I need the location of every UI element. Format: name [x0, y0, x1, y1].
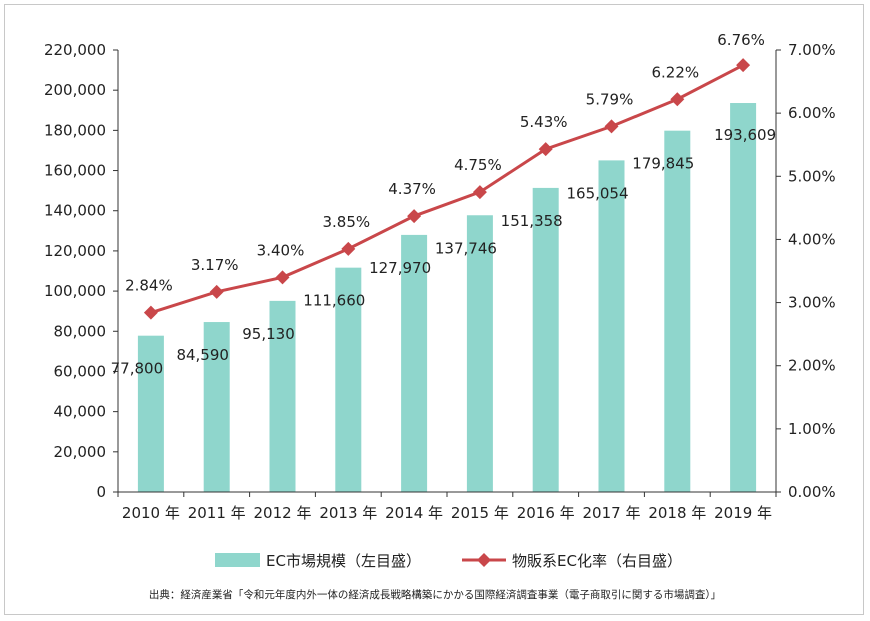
x-tick-label: 2010 年: [122, 504, 180, 522]
bars-group: [137, 103, 757, 493]
bar: [466, 215, 493, 492]
line-marker: [472, 185, 487, 200]
line-data-label: 5.43%: [520, 113, 568, 131]
bar-data-label: 111,660: [303, 292, 365, 310]
legend: EC市場規模（左目盛） 物販系EC化率（右目盛）: [215, 552, 682, 570]
line-marker: [275, 270, 290, 285]
line-marker: [736, 58, 751, 73]
left-tick-label: 20,000: [54, 443, 107, 461]
x-tick-label: 2017 年: [583, 504, 641, 522]
x-tick-label: 2019 年: [714, 504, 772, 522]
right-tick-label: 7.00%: [788, 41, 836, 59]
bar: [269, 300, 296, 492]
right-tick-label: 6.00%: [788, 104, 836, 122]
chart-frame: [4, 4, 864, 615]
right-tick-label: 3.00%: [788, 294, 836, 312]
bar: [203, 322, 230, 492]
x-tick-label: 2012 年: [254, 504, 312, 522]
left-tick-label: 200,000: [44, 81, 106, 99]
bar-data-label: 77,800: [111, 360, 164, 378]
line-data-label: 6.22%: [651, 63, 699, 81]
bar: [664, 130, 691, 492]
legend-line-marker: [477, 553, 491, 567]
x-tick-label: 2014 年: [385, 504, 443, 522]
left-tick-label: 180,000: [44, 121, 106, 139]
source-note: 出典：経済産業省「令和元年度内外一体の経済成長戦略構築にかかる国際経済調査事業（…: [149, 588, 721, 601]
line-data-label: 3.40%: [257, 241, 305, 259]
bar-data-label: 151,358: [501, 212, 563, 230]
left-tick-label: 40,000: [54, 403, 107, 421]
right-tick-label: 4.00%: [788, 230, 836, 248]
bar: [137, 335, 164, 492]
line-marker: [341, 241, 356, 256]
legend-line-label: 物販系EC化率（右目盛）: [512, 552, 682, 570]
line-marker: [407, 209, 422, 224]
line-data-label: 2.84%: [125, 277, 173, 295]
x-tick-label: 2011 年: [188, 504, 246, 522]
line-marker: [604, 119, 619, 134]
legend-bar-swatch: [215, 553, 260, 567]
line-data-label: 4.75%: [454, 156, 502, 174]
line-marker: [538, 142, 553, 157]
right-tick-label: 0.00%: [788, 483, 836, 501]
left-tick-label: 160,000: [44, 162, 106, 180]
bar-data-label: 95,130: [242, 325, 295, 343]
right-tick-label: 2.00%: [788, 357, 836, 375]
line-marker: [670, 92, 685, 107]
left-tick-label: 140,000: [44, 202, 106, 220]
line-data-label: 3.85%: [322, 213, 370, 231]
bar-data-label: 84,590: [176, 346, 229, 364]
bar: [401, 234, 428, 492]
bar: [335, 267, 362, 492]
bar-data-label: 165,054: [566, 184, 628, 202]
left-tick-label: 0: [96, 483, 106, 501]
line-data-label: 4.37%: [388, 180, 436, 198]
bar-data-label: 179,845: [632, 155, 694, 173]
line-series: [150, 63, 744, 315]
x-tick-label: 2015 年: [451, 504, 509, 522]
line-data-label: 5.79%: [586, 90, 634, 108]
bar-data-label: 137,746: [435, 239, 497, 257]
legend-bar-label: EC市場規模（左目盛）: [266, 552, 421, 570]
labels-group: 2.84% 3.17% 3.40% 3.85% 4.37% 4.75% 5.43% 5.79%…: [111, 31, 776, 378]
right-tick-label: 1.00%: [788, 420, 836, 438]
bar: [730, 103, 757, 493]
bar-data-label: 127,970: [369, 259, 431, 277]
bar-data-label: 193,609: [714, 126, 776, 144]
left-tick-label: 80,000: [54, 322, 107, 340]
line-marker: [143, 305, 158, 320]
left-tick-label: 220,000: [44, 41, 106, 59]
line-group: [143, 58, 751, 320]
x-tick-label: 2013 年: [319, 504, 377, 522]
bar: [532, 187, 559, 492]
x-tick-label: 2018 年: [648, 504, 706, 522]
left-tick-label: 120,000: [44, 242, 106, 260]
line-data-label: 6.76%: [717, 31, 765, 49]
left-tick-label: 60,000: [54, 362, 107, 380]
line-data-label: 3.17%: [191, 256, 239, 274]
axes-group: 0 20,000 40,000 60,000 80,000 100,000 120,000 1…: [44, 41, 836, 522]
bar: [598, 160, 625, 492]
left-tick-label: 100,000: [44, 282, 106, 300]
x-tick-label: 2016 年: [517, 504, 575, 522]
right-tick-label: 5.00%: [788, 167, 836, 185]
line-marker: [209, 284, 224, 299]
